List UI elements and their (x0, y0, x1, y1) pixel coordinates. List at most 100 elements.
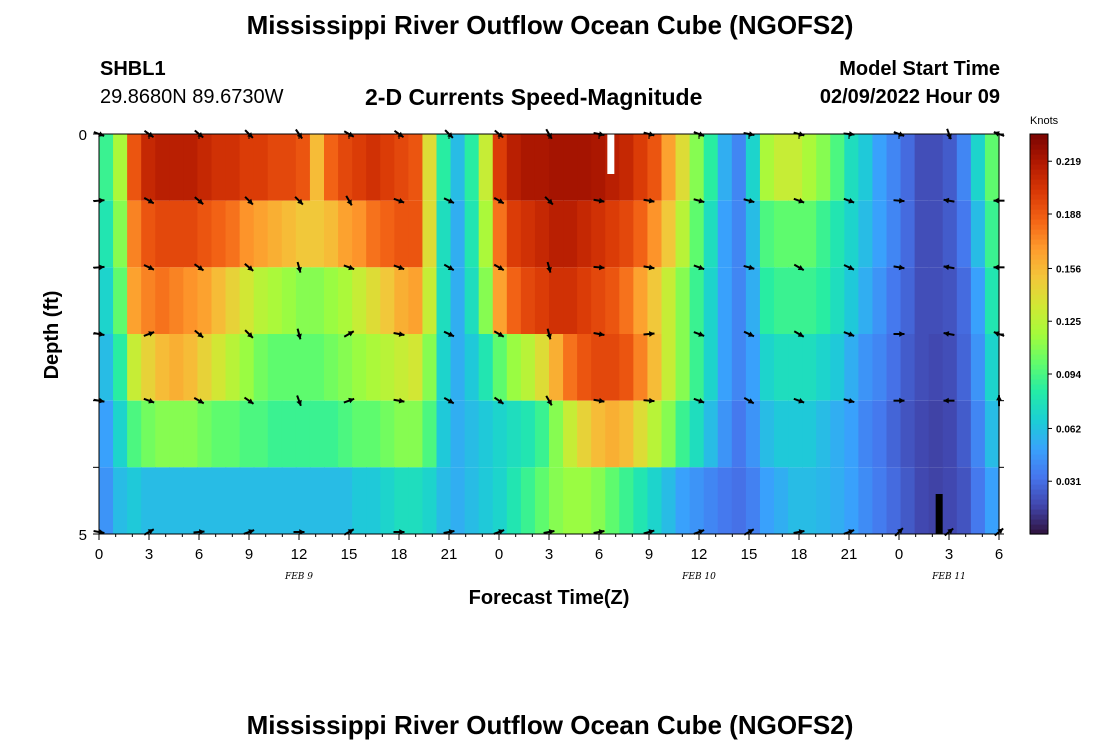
current-arrow (943, 331, 955, 337)
colorbar-segment (1030, 374, 1048, 380)
current-arrow (343, 264, 355, 271)
heat-cell (970, 334, 986, 401)
heat-cell (197, 400, 213, 468)
x-tick-label: 15 (741, 546, 758, 563)
heat-cell (731, 334, 747, 401)
heat-cell (703, 267, 719, 334)
heat-cell (141, 267, 156, 334)
heat-cell (141, 200, 156, 268)
colorbar-segment (1030, 524, 1048, 530)
current-arrow (194, 196, 204, 205)
colorbar-segment (1030, 274, 1048, 280)
heat-cell (816, 334, 831, 401)
heat-cell (492, 467, 508, 534)
colorbar-tick-label: 0.219 (1056, 157, 1081, 168)
heat-cell (956, 200, 972, 268)
heat-cell (577, 134, 592, 201)
x-tick-label: 12 (291, 546, 308, 563)
heat-cell (127, 267, 142, 334)
heat-cell (324, 134, 339, 201)
heat-cell (295, 267, 311, 334)
heat-cell (155, 334, 170, 401)
heat-cell (408, 134, 424, 201)
colorbar-segment (1030, 509, 1048, 515)
heat-cell (464, 400, 480, 468)
date-label: FEB 11 (931, 572, 966, 582)
heat-cell (816, 400, 831, 468)
heat-cell (577, 400, 592, 468)
colorbar-segment (1030, 199, 1048, 205)
station-coordinates: 29.8680N 89.6730W (100, 86, 284, 108)
colorbar-segment (1030, 344, 1048, 350)
heat-cell (703, 334, 719, 401)
heat-cell (759, 334, 775, 401)
heat-cell (127, 134, 142, 201)
heat-cell (703, 467, 719, 534)
heat-cell (647, 267, 663, 334)
colorbar-segment (1030, 309, 1048, 315)
colorbar-segment (1030, 479, 1048, 485)
heat-cell (675, 200, 691, 268)
heat-cell (563, 334, 578, 401)
heat-cell (591, 400, 606, 468)
colorbar-segment (1030, 364, 1048, 370)
heat-cell (281, 267, 297, 334)
current-arrow (243, 396, 255, 405)
colorbar-segment (1030, 504, 1048, 510)
heat-cell (872, 334, 888, 401)
heat-cell (197, 467, 213, 534)
heat-cell (394, 467, 409, 534)
colorbar-segment (1030, 404, 1048, 410)
heat-cell (788, 134, 803, 201)
heat-cell (605, 467, 620, 534)
heat-cell (253, 134, 269, 201)
colorbar-segment (1030, 154, 1048, 160)
heat-cell (619, 400, 634, 468)
current-arrow (296, 328, 302, 340)
heat-cell (99, 134, 114, 201)
x-tick-label: 3 (145, 546, 153, 563)
heat-cell (844, 267, 859, 334)
heat-cell (464, 134, 480, 201)
colorbar-segment (1030, 149, 1048, 155)
heat-cell (141, 134, 156, 201)
heat-cell (661, 134, 677, 201)
heat-cell (478, 334, 494, 401)
colorbar-segment (1030, 514, 1048, 520)
main-title: Mississippi River Outflow Ocean Cube (NG… (246, 10, 854, 40)
heat-cell (295, 334, 311, 401)
colorbar-segment (1030, 314, 1048, 320)
heat-cell (914, 134, 930, 201)
heat-cell (914, 200, 930, 268)
current-arrow (793, 263, 805, 271)
heat-cell (113, 400, 128, 468)
heat-cell (197, 334, 213, 401)
heat-cell (703, 134, 719, 201)
heat-cell (239, 134, 255, 201)
heat-cell (338, 267, 353, 334)
heat-cell (422, 267, 438, 334)
heat-cell (689, 200, 705, 268)
heat-cell (619, 267, 634, 334)
heat-cell (324, 267, 339, 334)
heat-cell (956, 134, 972, 201)
heat-cell (675, 334, 691, 401)
current-arrow (643, 331, 655, 337)
heat-cell (492, 267, 508, 334)
heat-cell (295, 400, 311, 468)
colorbar-segment (1030, 169, 1048, 175)
colorbar-segment (1030, 244, 1048, 250)
colorbar-segment (1030, 304, 1048, 310)
heat-cell (830, 134, 845, 201)
heat-cell (169, 134, 184, 201)
heat-cell (591, 267, 606, 334)
current-arrow (893, 197, 905, 204)
heat-cell (844, 334, 859, 401)
heat-cell (380, 400, 395, 468)
x-tick-label: 6 (995, 546, 1003, 563)
colorbar-segment (1030, 339, 1048, 345)
heat-cell (816, 267, 831, 334)
heat-cell (99, 467, 114, 534)
heat-cell (717, 134, 733, 201)
x-axis: 0 3 6 9 12 15 18 21 0 3 6 9 12 15 18 21 0 3 6 FEB 9 FEB 10 FE… (95, 134, 1003, 582)
